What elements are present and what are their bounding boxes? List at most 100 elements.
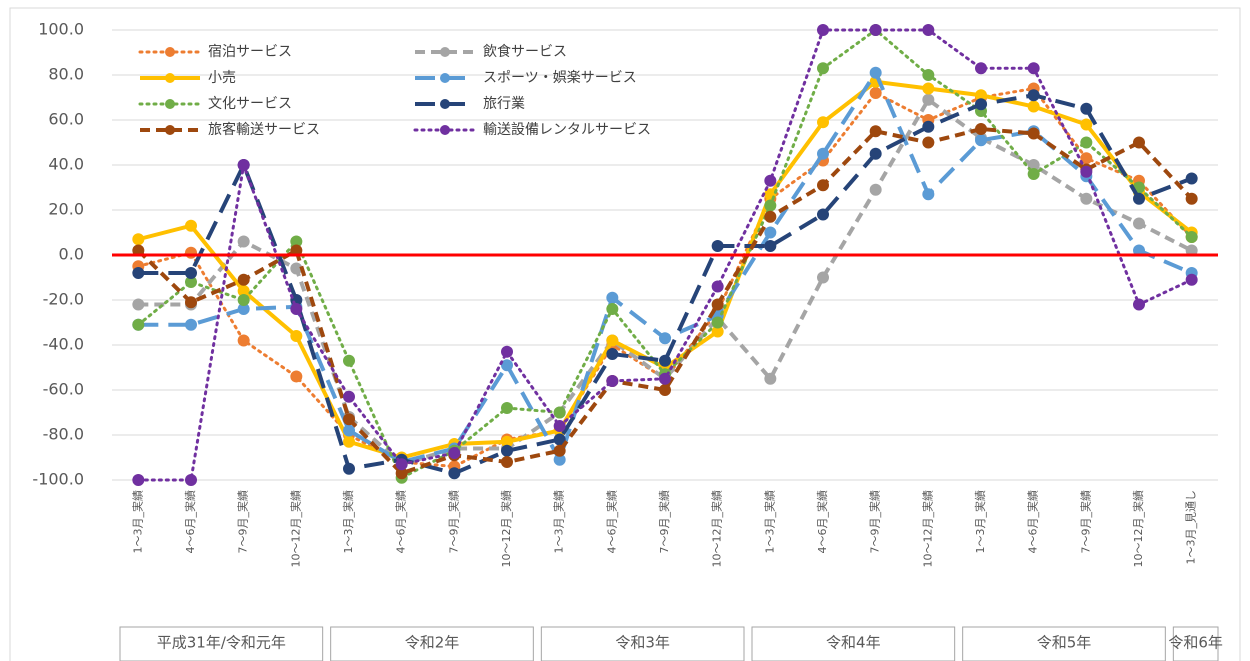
data-point (764, 174, 777, 187)
legend-marker (165, 47, 175, 57)
legend-label: 飲食サービス (483, 43, 567, 60)
data-point (237, 294, 250, 306)
data-point (659, 354, 671, 367)
data-point (975, 98, 987, 111)
x-tick-label: 1～3月_実績 (762, 490, 776, 554)
x-tick-label: 4～6月_実績 (394, 490, 408, 554)
x-tick-label: 10～12月_実績 (499, 490, 513, 568)
data-point (1027, 100, 1040, 113)
data-point (711, 316, 724, 329)
x-tick-label: 4～6月_実績 (815, 490, 829, 554)
y-tick-label: -20.0 (43, 290, 84, 309)
data-point (764, 199, 777, 212)
data-point (869, 24, 882, 36)
data-point (764, 372, 777, 385)
data-point (1027, 168, 1040, 180)
data-point (922, 24, 935, 36)
group-box (330, 626, 534, 661)
data-point (290, 262, 303, 275)
group-box (1172, 626, 1219, 661)
data-point (659, 372, 671, 385)
legend-marker (165, 73, 175, 83)
data-point (659, 332, 671, 345)
data-point (922, 120, 935, 133)
legend-marker (440, 125, 450, 135)
y-tick-label: 40.0 (48, 155, 84, 174)
x-tick-label: 10～12月_実績 (920, 490, 934, 568)
data-point (606, 334, 619, 347)
x-tick-label: 7～9月_実績 (446, 490, 460, 554)
series-line (138, 96, 1193, 467)
x-tick-label: 1～3月_実績 (552, 490, 566, 554)
data-point (448, 447, 461, 459)
data-point (1080, 136, 1093, 149)
x-tick-label: 10～12月_実績 (1131, 490, 1145, 568)
data-point (1080, 192, 1093, 205)
x-tick-label: 7～9月_実績 (1078, 490, 1092, 554)
x-tick-label: 4～6月_実績 (604, 490, 618, 554)
data-point (711, 240, 724, 252)
data-point (975, 89, 987, 102)
data-point (1185, 273, 1198, 286)
legend-label: 旅行業 (483, 96, 525, 112)
data-point (869, 147, 882, 160)
x-tick-label: 1～3月_実績 (130, 490, 144, 554)
x-tick-label: 1～3月_実績 (341, 490, 355, 554)
data-point (553, 433, 566, 446)
y-tick-label: -60.0 (43, 380, 84, 399)
data-point (1133, 192, 1145, 205)
data-point (1080, 102, 1093, 115)
data-point (185, 219, 197, 232)
group-box (962, 626, 1166, 661)
data-point (1027, 127, 1040, 140)
data-point (395, 467, 408, 480)
y-tick-label: 0.0 (59, 245, 84, 264)
x-tick-label: 4～6月_実績 (183, 490, 197, 554)
x-tick-label: 1～3月_見通し (1185, 490, 1198, 565)
x-tick-label: 7～9月_実績 (868, 490, 882, 554)
y-tick-label: 80.0 (48, 65, 84, 84)
series-line (138, 93, 1193, 476)
data-point (1185, 172, 1198, 185)
data-point (501, 402, 513, 414)
group-label: 令和4年 (826, 634, 881, 652)
data-point (343, 435, 355, 448)
data-point (237, 334, 250, 347)
x-tick-label: 4～6月_実績 (1026, 490, 1040, 554)
data-point (553, 420, 566, 432)
x-tick-label: 10～12月_実績 (288, 490, 302, 568)
data-point (1027, 159, 1040, 171)
data-point (606, 348, 619, 360)
data-point (1080, 165, 1093, 178)
data-point (606, 303, 619, 315)
data-point (553, 444, 566, 457)
group-box (119, 626, 324, 661)
data-point (817, 116, 829, 129)
data-point (290, 370, 303, 383)
data-point (922, 69, 935, 81)
data-point (817, 208, 829, 221)
y-tick-label: -80.0 (43, 425, 84, 444)
data-point (185, 267, 197, 279)
data-point (343, 424, 355, 437)
data-point (343, 390, 355, 403)
data-point (869, 66, 882, 79)
data-point (659, 384, 671, 396)
data-point (817, 62, 829, 75)
data-point (817, 271, 829, 284)
data-point (501, 456, 513, 468)
legend-label: 小売 (208, 70, 236, 86)
legend-label: 文化サービス (208, 96, 292, 112)
data-point (869, 87, 882, 99)
data-point (501, 435, 513, 448)
data-point (132, 318, 145, 331)
group-label: 令和5年 (1037, 634, 1092, 652)
data-point (343, 462, 355, 475)
data-point (1027, 89, 1040, 102)
data-point (290, 303, 303, 315)
data-point (1080, 152, 1093, 165)
x-tick-label: 7～9月_実績 (236, 490, 250, 554)
data-point (975, 123, 987, 135)
data-point (975, 62, 987, 75)
